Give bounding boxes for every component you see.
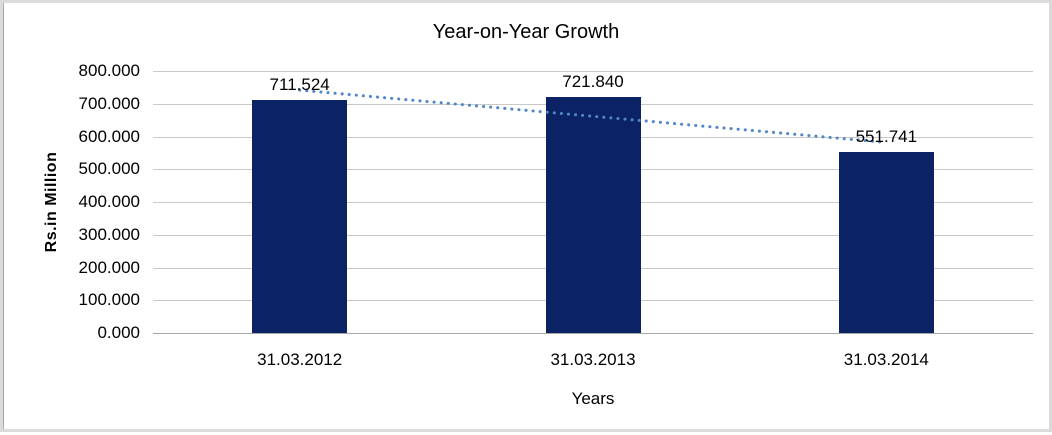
x-axis-title: Years bbox=[571, 389, 615, 408]
x-tick-label-31-03-2012: 31.03.2012 bbox=[257, 350, 343, 369]
y-tick-label: 0.000 bbox=[97, 323, 140, 342]
x-tick-label-31-03-2013: 31.03.2013 bbox=[550, 350, 636, 369]
x-tick-label-31-03-2014: 31.03.2014 bbox=[843, 350, 929, 369]
data-label-31-03-2012: 711.524 bbox=[269, 74, 330, 94]
x-axis-line bbox=[153, 333, 1033, 334]
y-tick-label: 400.000 bbox=[78, 192, 140, 211]
y-tick-label: 200.000 bbox=[78, 257, 140, 277]
gridline bbox=[153, 71, 1033, 72]
y-tick-label: 600.000 bbox=[78, 126, 140, 146]
chart-title: Year-on-Year Growth bbox=[432, 21, 620, 43]
data-label-31-03-2013: 721.840 bbox=[562, 71, 624, 91]
data-label-31-03-2014: 551.741 bbox=[855, 127, 918, 147]
bar-31-03-2014 bbox=[838, 152, 934, 333]
y-tick-label: 500.000 bbox=[78, 159, 140, 179]
y-tick-label: 300.000 bbox=[78, 224, 140, 244]
bar-31-03-2012 bbox=[252, 99, 348, 333]
y-tick-label: 800.000 bbox=[78, 61, 140, 80]
y-tick-label: 100.000 bbox=[78, 290, 140, 310]
y-tick-label: 700.000 bbox=[78, 93, 140, 113]
bar-31-03-2013 bbox=[545, 96, 641, 333]
